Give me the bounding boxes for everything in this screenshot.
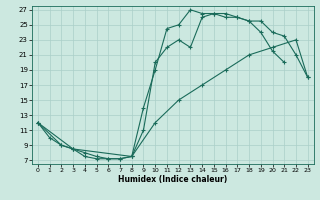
- X-axis label: Humidex (Indice chaleur): Humidex (Indice chaleur): [118, 175, 228, 184]
